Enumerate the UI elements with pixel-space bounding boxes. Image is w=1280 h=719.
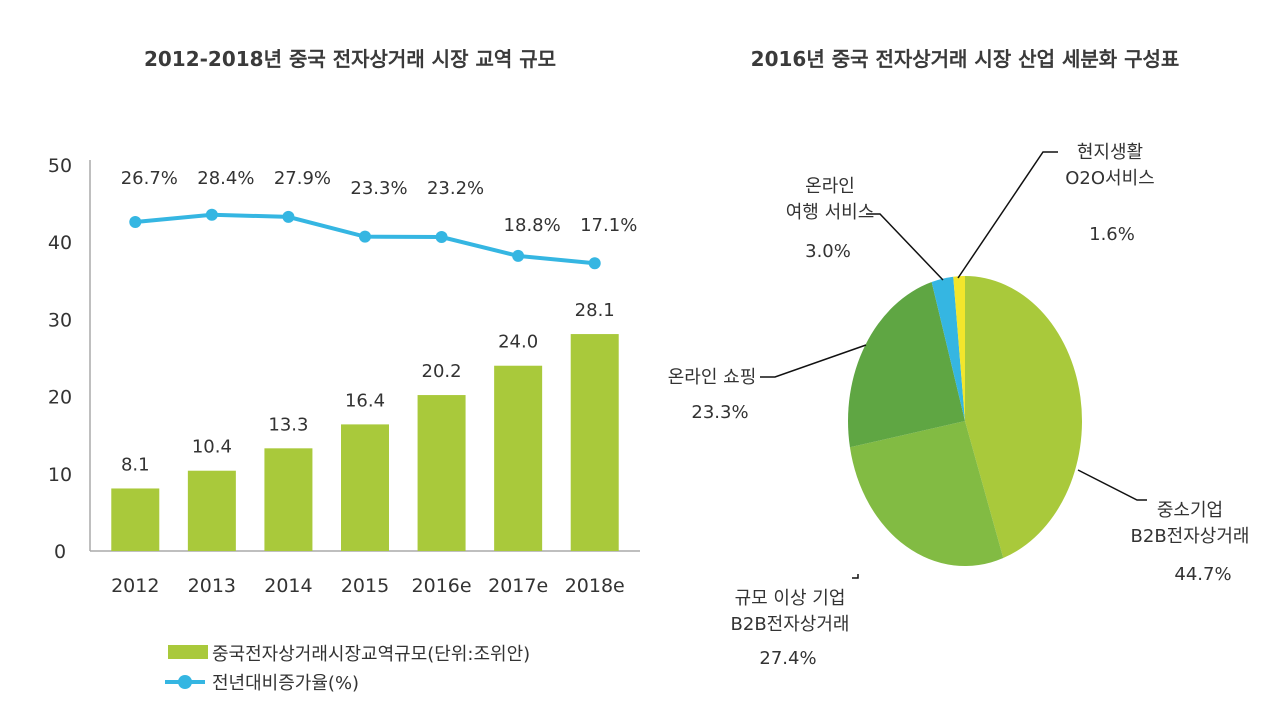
pie-slice [931,276,965,421]
legend-marker-line [178,675,192,689]
line-data-label: 26.7% [121,168,178,189]
line-data-label: 17.1% [580,215,637,236]
pie-chart-title: 2016년 중국 전자상거래 시장 산업 세분화 구성표 [751,47,1180,71]
bar-data-label: 16.4 [345,390,385,411]
pie-slice-label: 여행 서비스 [786,202,875,223]
line-point [435,231,448,244]
line-point [359,230,371,243]
line-data-label: 23.3% [350,178,407,199]
pie-slice-label: B2B전자상거래 [1131,526,1250,547]
line-point [588,257,601,270]
pie-slice-value: 1.6% [1089,224,1135,245]
pie-slice-value: 3.0% [805,241,851,262]
line-point [282,210,295,223]
bar [264,448,313,551]
x-tick-label: 2012 [111,575,159,597]
legend-label-bars: 중국전자상거래시장교역규모(단위:조위안) [212,644,530,665]
bar [111,488,160,551]
pie-slice-value: 27.4% [759,648,816,669]
bar-line-chart: 0 10 20 30 40 50 2012 8.1 2013 10.4 2014 13.3 2015 16… [48,155,640,694]
line-point [129,216,142,229]
line-data-label: 27.9% [274,168,331,189]
y-tick-label: 20 [48,387,72,409]
y-tick-label: 10 [48,464,72,486]
pie-slice-label: O2O서비스 [1065,168,1154,189]
bar-data-label: 10.4 [192,437,232,458]
pie-slice-value: 44.7% [1174,564,1231,585]
legend-swatch-bars [168,645,208,659]
pie-chart: 중소기업 B2B전자상거래 44.7% 규모 이상 기업 B2B전자상거래 27.4% 온라… [668,142,1250,669]
x-tick-label: 2017e [488,575,548,597]
line-data-label: 18.8% [504,215,561,236]
pie-leader-line [957,151,1058,279]
bar [494,365,543,551]
y-tick-label: 40 [48,232,72,254]
pie-leader-line [1077,469,1147,501]
pie-slice [965,276,1082,559]
y-tick-label: 30 [48,309,72,331]
pie-leader-line [760,344,867,378]
bar-data-label: 13.3 [268,414,308,435]
bar-data-label: 8.1 [121,454,150,475]
y-tick-label: 50 [48,155,72,177]
bar-data-label: 24.0 [498,332,538,353]
pie-slice-label: 온라인 쇼핑 [668,367,757,388]
bar [417,395,466,551]
bar [341,424,389,551]
pie-slice-label: 중소기업 [1157,500,1223,521]
x-tick-label: 2014 [264,575,312,597]
pie-slice [848,282,965,448]
pie-slice-label: 온라인 [805,176,855,197]
line-point [205,208,218,221]
line-point [512,249,525,262]
bar [187,470,236,551]
pie-slice-label: 규모 이상 기업 [735,588,846,609]
pie-slice-label: 현지생활 [1077,142,1143,163]
pie-leader-line [866,213,944,281]
x-tick-label: 2016e [412,575,472,597]
bar-chart-title: 2012-2018년 중국 전자상거래 시장 교역 규모 [144,47,556,71]
pie-slice [953,276,965,421]
bar [570,334,619,551]
pie-slice-value: 23.3% [691,402,748,423]
x-tick-label: 2018e [565,575,625,597]
bar-data-label: 28.1 [575,300,615,321]
x-tick-label: 2013 [188,575,236,597]
bar-data-label: 20.2 [422,361,462,382]
x-tick-label: 2015 [341,575,389,597]
pie-leader-line [852,574,859,579]
y-tick-label: 0 [54,541,66,563]
pie-slice-label: B2B전자상거래 [731,614,850,635]
line-data-label: 28.4% [197,168,254,189]
legend-label-line: 전년대비증가율(%) [212,673,359,694]
line-data-label: 23.2% [427,178,484,199]
pie-slice [849,421,1004,566]
